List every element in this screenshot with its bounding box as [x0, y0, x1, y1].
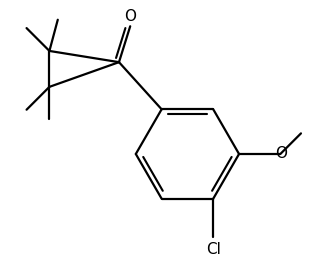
- Text: O: O: [275, 146, 287, 161]
- Text: O: O: [124, 9, 136, 24]
- Text: Cl: Cl: [206, 242, 221, 257]
